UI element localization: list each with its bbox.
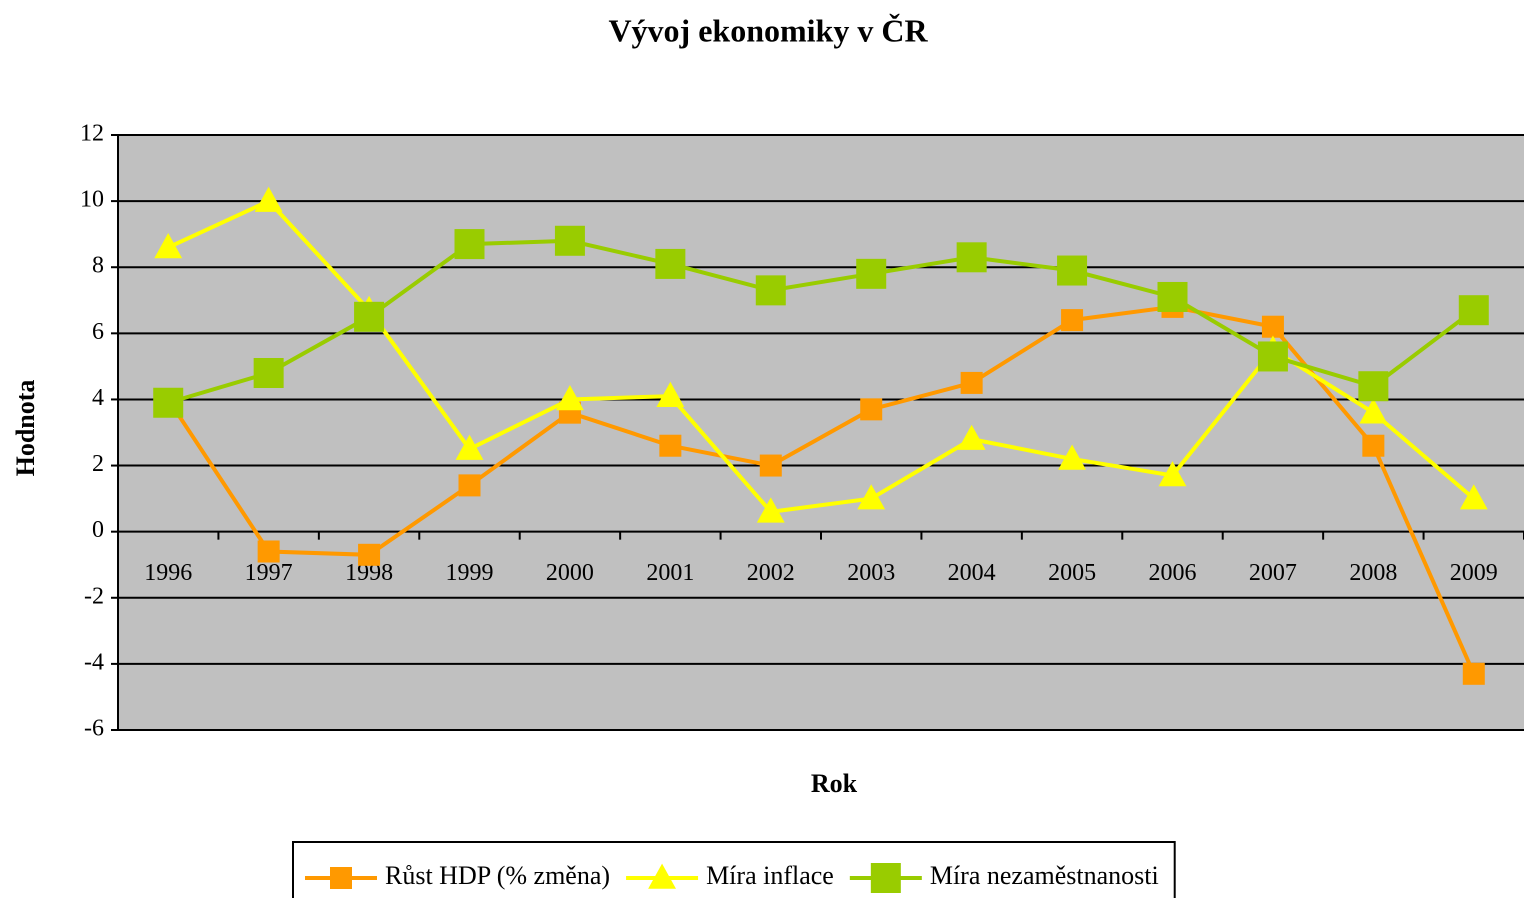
data-point: [1359, 398, 1388, 424]
data-point: [154, 232, 183, 259]
data-point: [1358, 371, 1389, 402]
data-point: [860, 398, 883, 421]
x-tick-label: 2006: [1149, 560, 1197, 586]
x-tick-label: 2007: [1249, 560, 1297, 586]
data-point: [856, 258, 887, 289]
data-point: [756, 497, 785, 523]
chart-title: Vývoj ekonomiky v ČR: [608, 12, 928, 48]
data-point: [257, 540, 280, 563]
data-point: [358, 543, 381, 566]
y-axis-title: Hodnota: [11, 380, 40, 477]
data-point: [1257, 341, 1288, 372]
data-point: [1362, 434, 1385, 457]
data-point: [1458, 295, 1489, 326]
x-tick-label: 2004: [948, 560, 996, 586]
data-point: [857, 484, 886, 510]
legend: Růst HDP (% změna) Míra inflace Míra nezam…: [292, 841, 1176, 898]
data-point: [1058, 444, 1086, 470]
data-point: [755, 275, 786, 306]
x-tick-label: 2000: [546, 560, 594, 586]
y-tick-label: -4: [84, 649, 104, 675]
data-point: [455, 434, 484, 460]
data-point: [454, 229, 485, 260]
data-point: [354, 301, 385, 332]
data-point: [458, 474, 481, 497]
y-tick-label: 2: [92, 451, 104, 477]
y-tick-label: 8: [92, 253, 104, 279]
x-tick-label: 2005: [1048, 560, 1096, 586]
x-tick-label: 1999: [446, 560, 494, 586]
legend-label: Růst HDP (% změna): [385, 861, 610, 890]
data-point: [655, 248, 686, 279]
data-point: [1157, 281, 1188, 312]
data-point: [659, 434, 682, 457]
x-tick-label: 2003: [847, 560, 895, 586]
data-point: [1057, 255, 1088, 286]
data-point: [656, 381, 685, 407]
data-point: [253, 358, 284, 388]
data-point: [1061, 309, 1084, 332]
x-tick-label: 2008: [1349, 560, 1397, 586]
data-point: [1459, 484, 1488, 510]
x-tick-label: 1997: [245, 560, 293, 586]
legend-marker: [330, 867, 352, 889]
y-tick-label: 12: [80, 121, 104, 147]
data-point: [957, 424, 986, 450]
y-tick-label: 4: [92, 385, 104, 411]
legend-box: [292, 841, 1176, 898]
legend-marker: [870, 863, 901, 893]
x-tick-label: 2002: [747, 560, 795, 586]
data-point: [554, 225, 585, 256]
data-point: [1158, 461, 1187, 487]
x-tick-label: 1996: [144, 560, 192, 586]
data-point: [960, 371, 983, 394]
y-tick-label: 0: [92, 517, 104, 543]
data-point: [1261, 315, 1284, 338]
data-point: [956, 242, 987, 273]
legend-marker: [648, 863, 676, 889]
y-tick-label: 6: [92, 319, 104, 345]
series-line: [167, 198, 1476, 514]
x-tick-label: 2009: [1450, 560, 1498, 586]
x-axis-title: Rok: [811, 769, 858, 798]
data-point: [254, 186, 283, 212]
data-point: [556, 385, 584, 411]
y-tick-label: -6: [84, 716, 104, 742]
data-point: [1462, 662, 1485, 685]
series-line: [167, 238, 1475, 405]
series-line: [166, 304, 1476, 675]
data-point: [153, 387, 184, 418]
legend-label: Míra inflace: [706, 861, 834, 890]
y-tick-label: -2: [84, 583, 104, 609]
legend-label: Míra nezaměstnanosti: [930, 861, 1159, 890]
plot-area: [118, 135, 1524, 730]
y-tick-label: 10: [80, 187, 104, 213]
x-tick-label: 2001: [646, 560, 694, 586]
data-point: [759, 454, 782, 477]
